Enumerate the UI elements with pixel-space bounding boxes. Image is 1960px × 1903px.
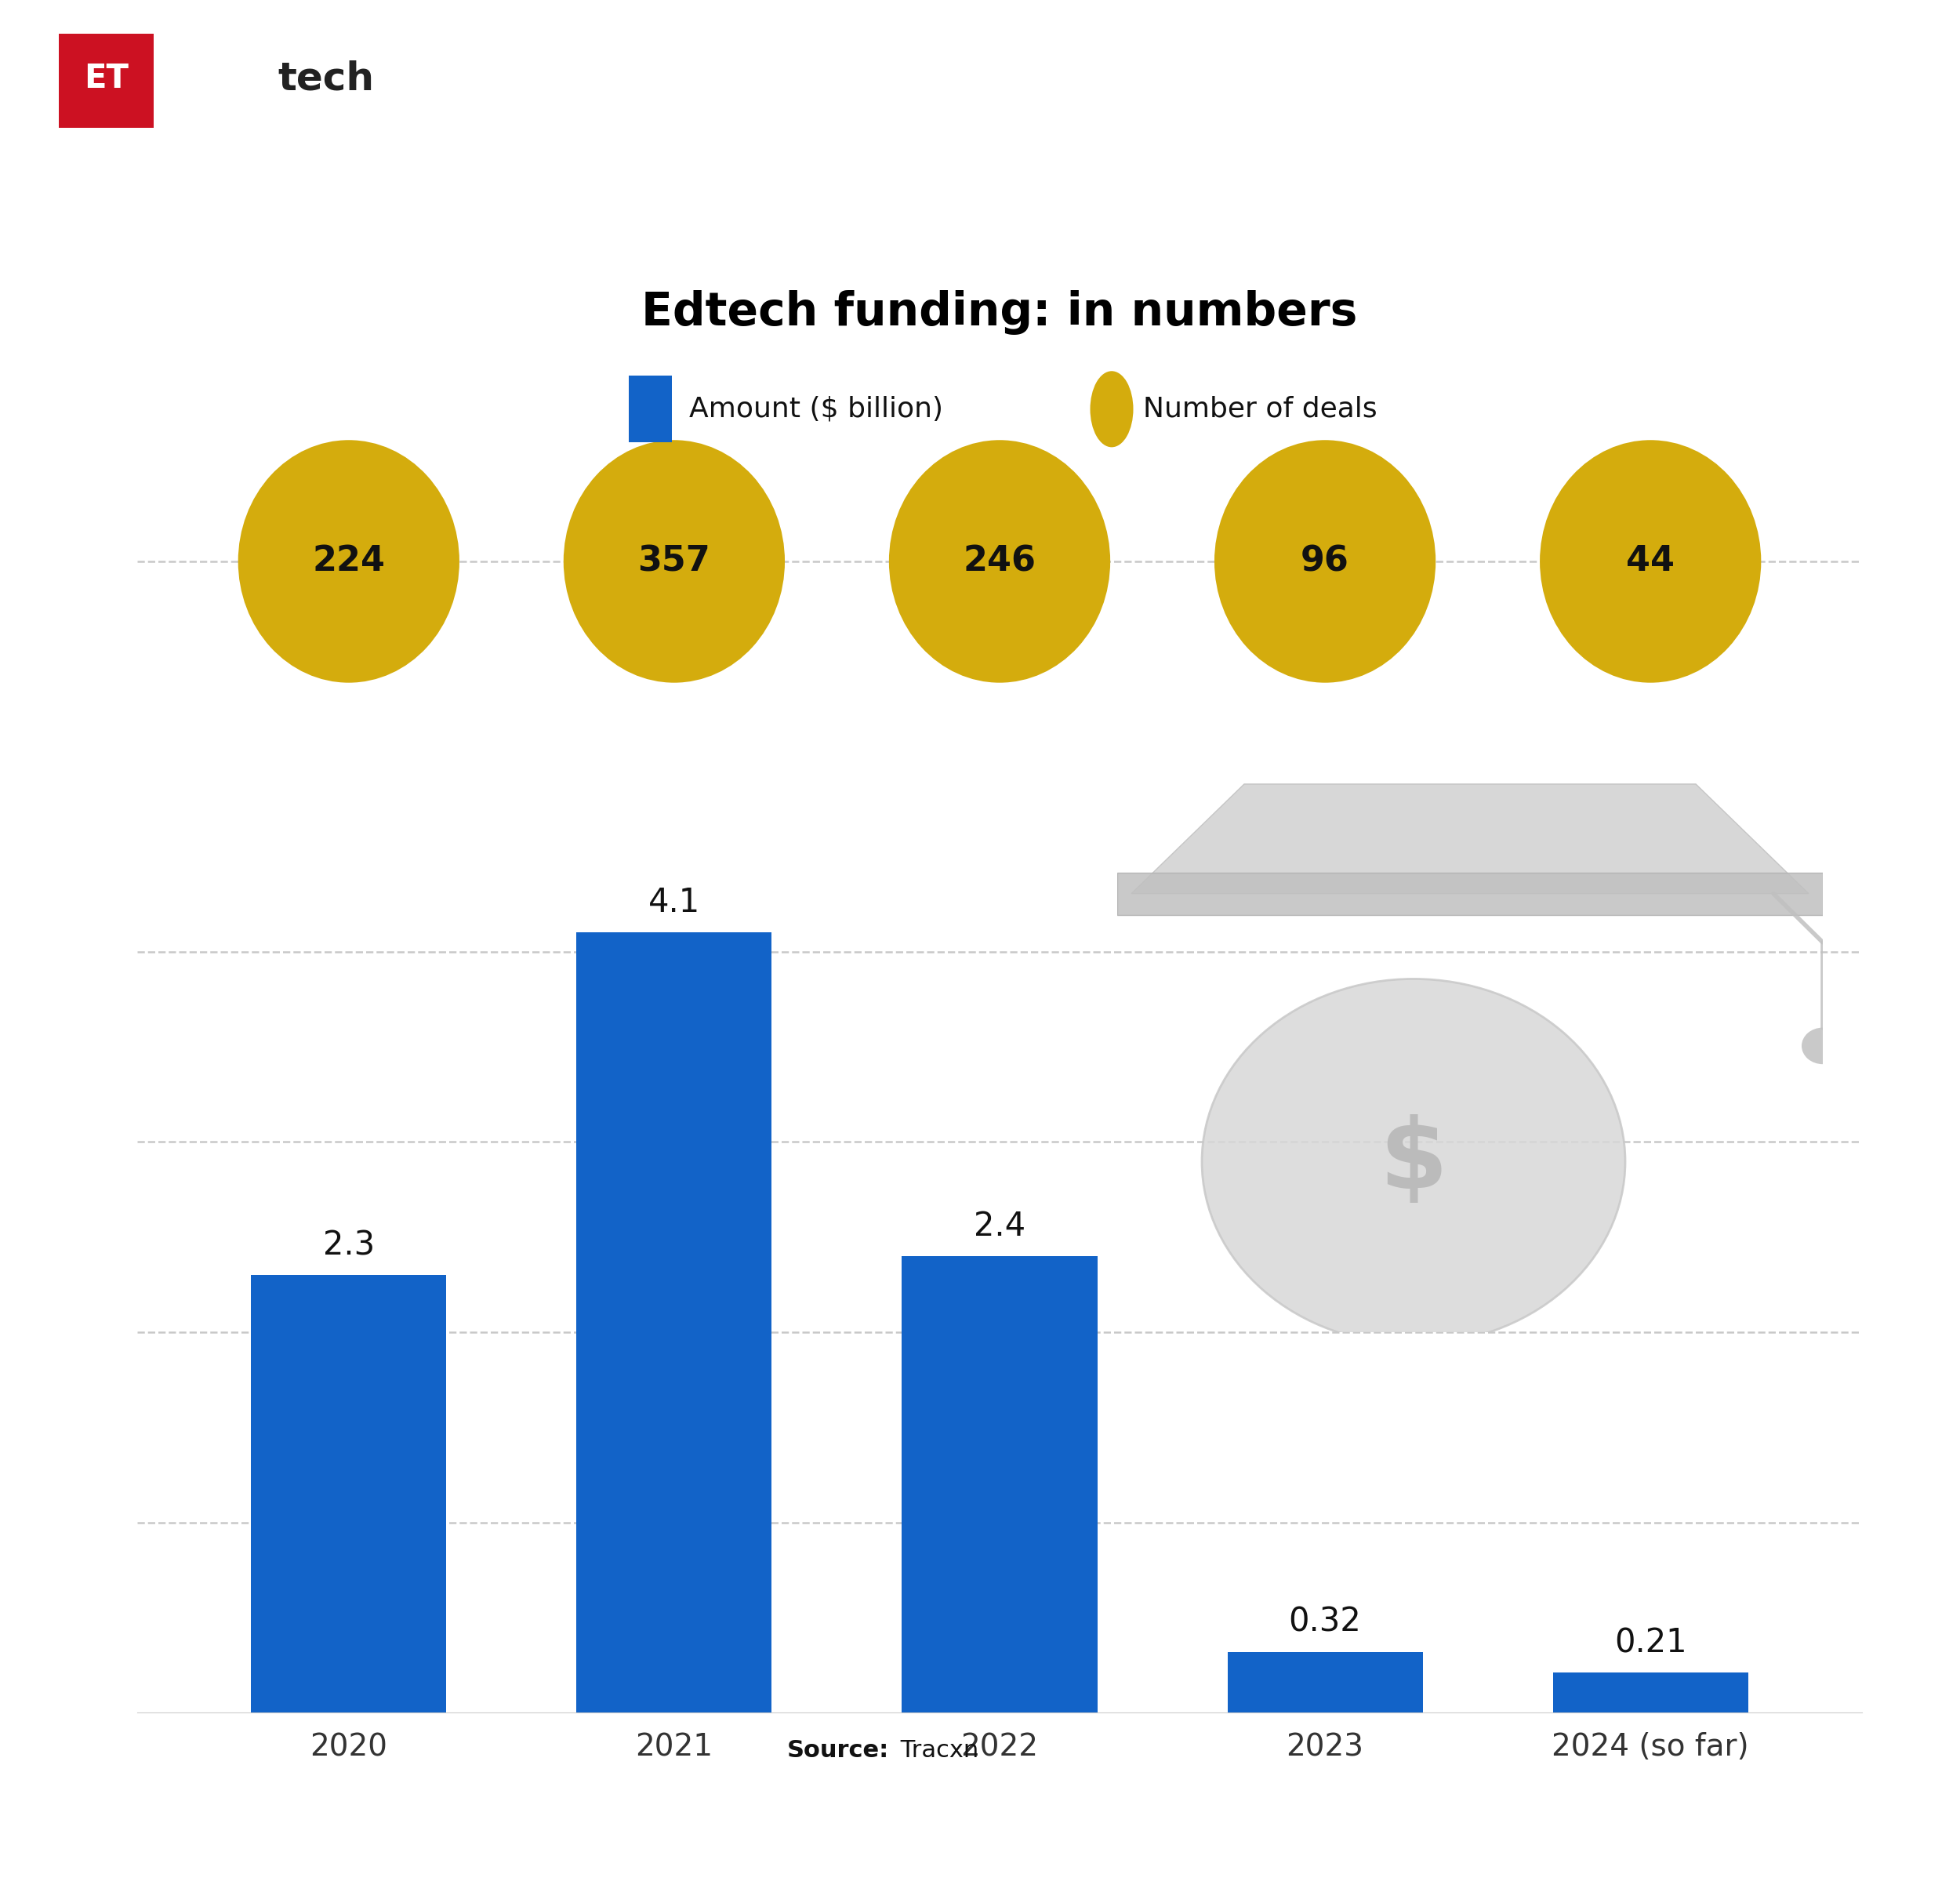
Text: 0.32: 0.32 bbox=[1288, 1606, 1362, 1638]
Text: 224: 224 bbox=[312, 544, 386, 579]
Text: 2.3: 2.3 bbox=[323, 1229, 374, 1262]
Ellipse shape bbox=[564, 440, 784, 683]
Text: Amount ($ billion): Amount ($ billion) bbox=[690, 396, 943, 422]
FancyBboxPatch shape bbox=[59, 34, 153, 128]
Ellipse shape bbox=[890, 440, 1109, 683]
Circle shape bbox=[1801, 1028, 1844, 1064]
Ellipse shape bbox=[1090, 371, 1133, 447]
Bar bbox=[902, 1256, 1098, 1713]
Text: 44: 44 bbox=[1627, 544, 1674, 579]
Bar bbox=[1552, 1673, 1748, 1713]
Polygon shape bbox=[1131, 784, 1809, 894]
Ellipse shape bbox=[237, 440, 459, 683]
Text: tech: tech bbox=[278, 61, 374, 97]
Text: 2.4: 2.4 bbox=[974, 1210, 1025, 1243]
Text: Tracxn: Tracxn bbox=[892, 1739, 978, 1762]
Text: 4.1: 4.1 bbox=[649, 887, 700, 919]
Circle shape bbox=[1201, 978, 1625, 1344]
Bar bbox=[1227, 1652, 1423, 1713]
Bar bbox=[251, 1275, 447, 1713]
FancyBboxPatch shape bbox=[1117, 872, 1823, 915]
Text: Edtech funding: in numbers: Edtech funding: in numbers bbox=[641, 289, 1358, 335]
Bar bbox=[576, 932, 772, 1713]
Text: Number of deals: Number of deals bbox=[1143, 396, 1376, 422]
Ellipse shape bbox=[1541, 440, 1762, 683]
Text: 96: 96 bbox=[1301, 544, 1348, 579]
Text: 357: 357 bbox=[637, 544, 711, 579]
Text: 0.21: 0.21 bbox=[1615, 1627, 1688, 1659]
FancyBboxPatch shape bbox=[629, 377, 672, 441]
Text: ET: ET bbox=[84, 63, 129, 95]
Text: 246: 246 bbox=[962, 544, 1037, 579]
Ellipse shape bbox=[1215, 440, 1435, 683]
Text: Source:: Source: bbox=[788, 1739, 890, 1762]
Text: $: $ bbox=[1380, 1113, 1448, 1208]
